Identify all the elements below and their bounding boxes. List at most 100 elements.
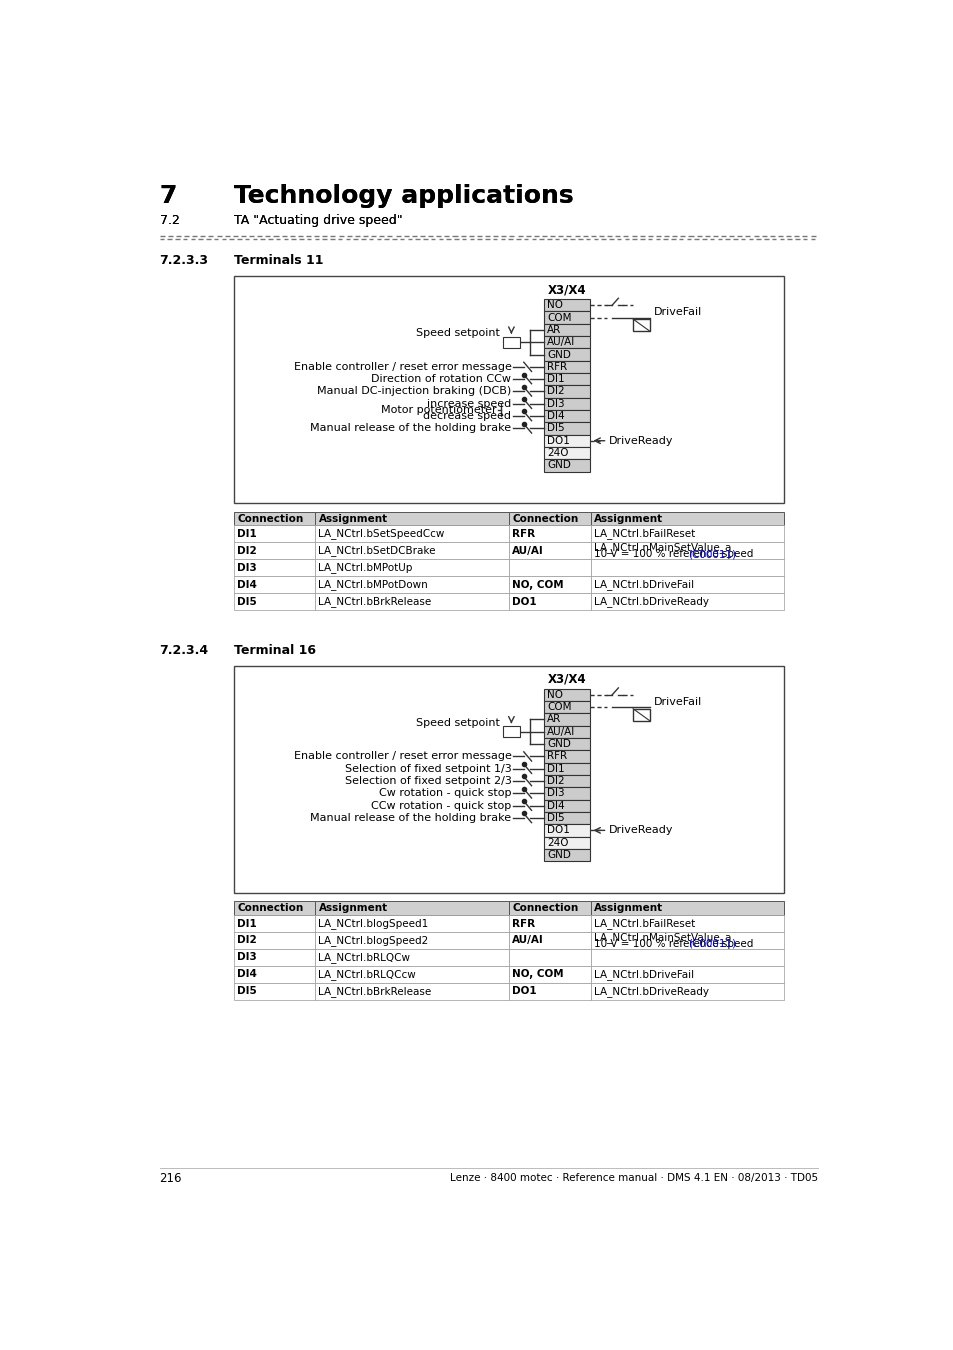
Text: LA_NCtrl.bDriveFail: LA_NCtrl.bDriveFail xyxy=(593,579,693,590)
Bar xyxy=(543,751,590,763)
Bar xyxy=(233,275,783,504)
Text: GND: GND xyxy=(546,350,570,359)
Text: Terminal 16: Terminal 16 xyxy=(233,644,315,657)
Bar xyxy=(315,576,509,593)
Text: 10 V = 100 % reference speed: 10 V = 100 % reference speed xyxy=(593,940,756,949)
Bar xyxy=(543,763,590,775)
Bar xyxy=(590,983,783,1000)
Text: LA_NCtrl.bDriveReady: LA_NCtrl.bDriveReady xyxy=(593,597,708,608)
Text: 7: 7 xyxy=(159,184,176,208)
Bar xyxy=(543,312,590,324)
Text: LA_NCtrl.bSetDCBrake: LA_NCtrl.bSetDCBrake xyxy=(318,545,436,556)
Text: Manual release of the holding brake: Manual release of the holding brake xyxy=(310,813,511,823)
Text: X3/X4: X3/X4 xyxy=(547,284,586,296)
Bar xyxy=(543,811,590,825)
Bar xyxy=(590,525,783,543)
Text: LA_NCtrl.bFailReset: LA_NCtrl.bFailReset xyxy=(593,528,694,540)
Text: 7.2: 7.2 xyxy=(159,215,179,227)
Bar xyxy=(509,576,590,593)
Text: Connection: Connection xyxy=(236,903,303,913)
Text: DI5: DI5 xyxy=(236,987,256,996)
Text: DI4: DI4 xyxy=(236,969,256,979)
Text: AU/AI: AU/AI xyxy=(512,936,543,945)
Text: Selection of fixed setpoint 2/3: Selection of fixed setpoint 2/3 xyxy=(344,776,511,786)
Bar xyxy=(509,525,590,543)
Text: COM: COM xyxy=(546,313,571,323)
Bar xyxy=(543,701,590,713)
Text: TA "Actuating drive speed": TA "Actuating drive speed" xyxy=(233,215,402,227)
Text: Terminals 11: Terminals 11 xyxy=(233,254,323,267)
Text: NO: NO xyxy=(546,690,562,699)
Bar xyxy=(315,902,509,915)
Text: LA_NCtrl.bRLQCw: LA_NCtrl.bRLQCw xyxy=(318,952,410,963)
Text: (C00011): (C00011) xyxy=(687,940,736,949)
Text: LA_NCtrl.bMPotUp: LA_NCtrl.bMPotUp xyxy=(318,563,413,574)
Bar xyxy=(543,775,590,787)
Text: DI5: DI5 xyxy=(546,424,564,433)
Bar xyxy=(509,593,590,610)
Bar xyxy=(233,902,315,915)
Bar xyxy=(315,525,509,543)
Text: GND: GND xyxy=(546,460,570,470)
Text: DriveFail: DriveFail xyxy=(654,697,701,707)
Text: NO, COM: NO, COM xyxy=(512,969,563,979)
Bar xyxy=(543,837,590,849)
Bar xyxy=(509,512,590,525)
Text: AU/AI: AU/AI xyxy=(512,545,543,556)
Text: GND: GND xyxy=(546,850,570,860)
Bar xyxy=(315,983,509,1000)
Text: Assignment: Assignment xyxy=(593,903,662,913)
Bar xyxy=(233,525,315,543)
Bar xyxy=(543,398,590,410)
Text: CCw rotation - quick stop: CCw rotation - quick stop xyxy=(371,801,511,811)
Bar xyxy=(543,849,590,861)
Text: Connection: Connection xyxy=(236,513,303,524)
Text: LA_NCtrl.bSetSpeedCcw: LA_NCtrl.bSetSpeedCcw xyxy=(318,528,444,540)
Text: DI2: DI2 xyxy=(546,776,564,786)
Bar xyxy=(543,738,590,751)
Bar xyxy=(543,688,590,701)
Text: AR: AR xyxy=(546,325,560,335)
Bar xyxy=(543,726,590,738)
Bar xyxy=(509,965,590,983)
Bar xyxy=(233,666,783,892)
Text: X3/X4: X3/X4 xyxy=(547,672,586,686)
Text: Cw rotation - quick stop: Cw rotation - quick stop xyxy=(378,788,511,798)
Bar xyxy=(315,915,509,931)
Bar xyxy=(543,336,590,348)
Bar xyxy=(543,447,590,459)
Text: Assignment: Assignment xyxy=(593,513,662,524)
Bar xyxy=(502,336,519,347)
Text: Speed setpoint: Speed setpoint xyxy=(416,718,499,728)
Text: LA_NCtrl.blogSpeed2: LA_NCtrl.blogSpeed2 xyxy=(318,936,428,946)
Bar xyxy=(590,576,783,593)
Text: (C00011): (C00011) xyxy=(687,549,736,559)
Text: DI1: DI1 xyxy=(236,918,256,929)
Bar xyxy=(633,709,649,721)
Bar xyxy=(233,949,315,965)
Text: DI4: DI4 xyxy=(546,801,564,811)
Text: DI3: DI3 xyxy=(546,788,564,798)
Bar xyxy=(233,512,315,525)
Bar xyxy=(543,385,590,398)
Text: increase speed: increase speed xyxy=(427,398,511,409)
Text: RFR: RFR xyxy=(512,529,535,539)
Bar xyxy=(233,965,315,983)
Text: DI3: DI3 xyxy=(236,563,256,572)
Text: DO1: DO1 xyxy=(512,987,537,996)
Text: Assignment: Assignment xyxy=(318,513,387,524)
Text: Speed setpoint: Speed setpoint xyxy=(416,328,499,338)
Text: TA "Actuating drive speed": TA "Actuating drive speed" xyxy=(233,215,402,227)
Bar xyxy=(543,459,590,471)
Bar xyxy=(509,559,590,576)
Text: NO: NO xyxy=(546,300,562,310)
Text: DO1: DO1 xyxy=(512,597,537,606)
Bar xyxy=(315,949,509,965)
Text: Technology applications: Technology applications xyxy=(233,184,573,208)
Text: COM: COM xyxy=(546,702,571,713)
Bar xyxy=(543,410,590,423)
Text: Connection: Connection xyxy=(512,513,578,524)
Text: DI2: DI2 xyxy=(546,386,564,397)
Text: DI2: DI2 xyxy=(236,936,256,945)
Bar xyxy=(315,593,509,610)
